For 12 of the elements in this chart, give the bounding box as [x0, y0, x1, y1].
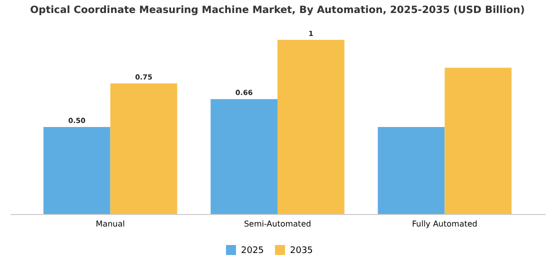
- bar: [110, 83, 178, 214]
- bar: [278, 40, 344, 214]
- bar: [378, 126, 445, 214]
- chart-title: Optical Coordinate Measuring Machine Market, By Automation, 2025-2035 (USD Billion): [30, 5, 525, 16]
- legend-label: 2035: [290, 246, 313, 256]
- legend-label: 2025: [241, 246, 264, 256]
- x-tick-label: Manual: [96, 220, 125, 228]
- bar: [210, 99, 278, 214]
- x-tick-label: Fully Automated: [412, 220, 478, 228]
- x-tick-label: Semi-Automated: [244, 220, 312, 228]
- bar: [444, 68, 512, 214]
- bar: [43, 126, 110, 214]
